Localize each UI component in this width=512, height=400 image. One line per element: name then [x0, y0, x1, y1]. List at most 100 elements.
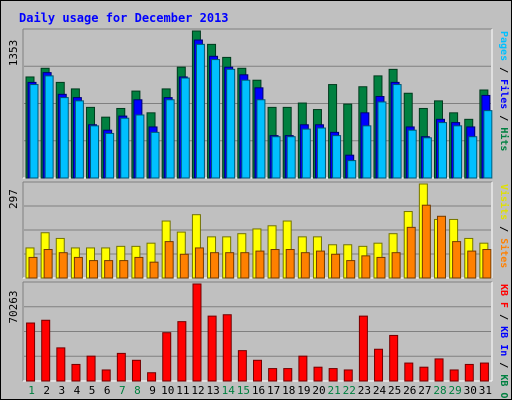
bar-pages-day-21: [332, 135, 342, 179]
bar-pages-day-18: [286, 136, 296, 179]
legend-entry: Sites: [498, 238, 510, 268]
legend-entry: Pages: [498, 31, 509, 61]
x-tick-label: 15: [237, 384, 250, 397]
bar-pages-day-17: [271, 136, 281, 179]
x-tick-label: 25: [388, 384, 401, 397]
panel-middle-max-label: 297: [7, 189, 20, 209]
legend-entry: /: [498, 61, 509, 79]
bar-sites-day-7: [119, 260, 129, 279]
panel-bottom-legend: KB F / KB In / KB Out: [498, 284, 509, 399]
bar-sites-day-21: [331, 253, 341, 279]
x-tick-label: 6: [104, 384, 111, 397]
x-tick-label: 5: [89, 384, 96, 397]
bar-sites-day-3: [58, 252, 68, 279]
bar-pages-day-9: [150, 131, 160, 179]
bar-kb-f-day-29: [449, 369, 459, 382]
x-tick-label: 29: [449, 384, 462, 397]
bar-kb-f-day-8: [131, 359, 141, 382]
x-tick-label: 27: [418, 384, 431, 397]
bar-pages-day-22: [347, 160, 357, 179]
bar-sites-day-20: [315, 250, 325, 279]
bar-pages-day-7: [120, 117, 130, 179]
legend-entry: Hits: [498, 127, 510, 151]
bar-kb-f-day-21: [328, 368, 338, 382]
x-tick-label: 23: [358, 384, 371, 397]
bar-sites-day-27: [421, 204, 431, 279]
panel-bottom-max-label: 70263: [7, 290, 20, 323]
legend-entry: /: [498, 308, 509, 326]
panel-top-max-label: 1353: [7, 40, 20, 67]
bar-sites-day-2: [43, 249, 53, 279]
x-tick-label: 12: [191, 384, 204, 397]
x-tick-label: 21: [328, 384, 341, 397]
bar-sites-day-25: [391, 252, 401, 279]
bar-pages-day-14: [226, 68, 236, 179]
bar-kb-f-day-28: [434, 358, 444, 382]
bar-sites-day-30: [467, 250, 477, 279]
legend-entry: /: [498, 109, 509, 127]
bar-kb-f-day-18: [283, 368, 293, 382]
x-tick-label: 9: [149, 384, 156, 397]
bar-kb-f-day-6: [101, 369, 111, 382]
bar-sites-day-29: [452, 241, 462, 279]
x-tick-label: 31: [479, 384, 492, 397]
bar-kb-f-day-19: [298, 355, 308, 382]
bar-pages-day-16: [256, 99, 266, 179]
legend-entry: /: [498, 356, 509, 374]
bar-pages-day-1: [29, 84, 39, 179]
bar-kb-f-day-10: [162, 332, 172, 382]
x-tick-label: 4: [74, 384, 81, 397]
bar-kb-f-day-20: [313, 366, 323, 382]
bar-sites-day-9: [149, 261, 159, 279]
x-tick-label: 16: [252, 384, 265, 397]
x-tick-label: 18: [282, 384, 295, 397]
x-tick-label: 7: [119, 384, 126, 397]
bar-kb-f-day-31: [479, 362, 489, 382]
bar-pages-day-12: [195, 43, 205, 179]
chart-title: Daily usage for December 2013: [19, 11, 229, 25]
legend-entry: Visits: [498, 184, 510, 220]
x-tick-label: 20: [312, 384, 325, 397]
bar-kb-f-day-24: [374, 348, 384, 382]
bar-sites-day-24: [376, 256, 386, 279]
x-tick-label: 17: [267, 384, 280, 397]
bar-sites-day-1: [28, 256, 38, 279]
x-tick-label: 11: [176, 384, 189, 397]
x-tick-label: 24: [373, 384, 387, 397]
bar-sites-day-6: [104, 260, 114, 279]
bar-pages-day-23: [362, 125, 372, 179]
bar-sites-day-28: [436, 215, 446, 279]
x-tick-label: 19: [297, 384, 310, 397]
bar-pages-day-13: [211, 59, 221, 179]
bar-kb-f-day-30: [464, 363, 474, 382]
bar-kb-f-day-25: [389, 334, 399, 382]
bar-kb-f-day-5: [86, 355, 96, 382]
bar-kb-f-day-16: [253, 359, 262, 382]
bar-pages-day-28: [437, 122, 447, 179]
bar-pages-day-2: [44, 75, 54, 179]
bar-sites-day-31: [482, 249, 492, 279]
legend-entry: KB Out: [498, 374, 509, 399]
bar-sites-day-4: [73, 256, 83, 279]
bar-kb-f-day-17: [268, 368, 278, 382]
bar-pages-day-31: [483, 110, 493, 179]
bar-sites-day-12: [194, 247, 204, 279]
bar-pages-day-19: [301, 128, 311, 179]
bar-sites-day-17: [270, 249, 280, 279]
bar-pages-day-25: [392, 84, 402, 179]
x-tick-label: 8: [134, 384, 141, 397]
bar-kb-f-day-23: [358, 315, 368, 382]
bar-kb-f-day-11: [177, 321, 187, 382]
bar-sites-day-19: [300, 252, 310, 279]
bar-kb-f-day-4: [71, 363, 81, 382]
bar-pages-day-15: [241, 79, 251, 179]
bar-pages-day-30: [468, 136, 478, 179]
bar-pages-day-29: [453, 125, 463, 179]
bar-pages-day-4: [74, 100, 84, 179]
bar-kb-f-day-2: [41, 319, 51, 382]
bar-kb-f-day-3: [56, 347, 66, 382]
bar-pages-day-27: [422, 137, 432, 179]
bar-pages-day-24: [377, 101, 387, 179]
bar-kb-f-day-26: [404, 362, 414, 382]
